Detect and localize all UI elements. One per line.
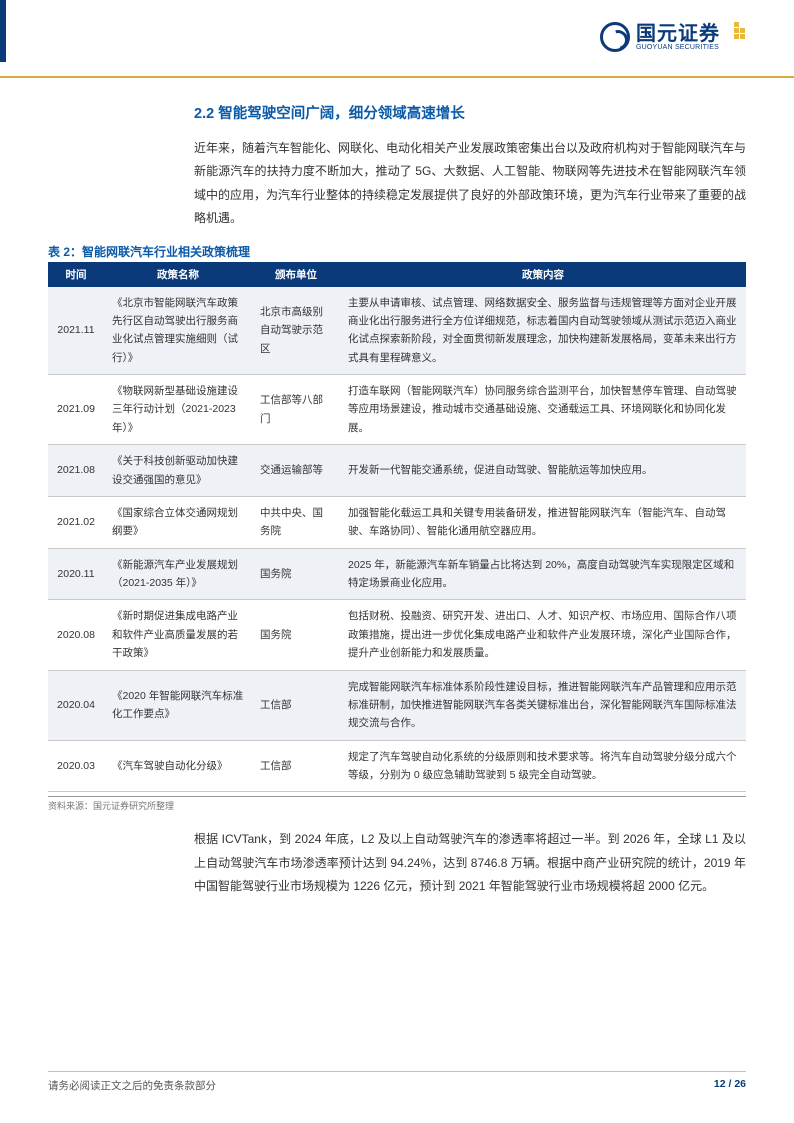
table-row: 2020.04《2020 年智能网联汽车标准化工作要点》工信部完成智能网联汽车标… <box>48 670 746 740</box>
cell-content: 主要从申请审核、试点管理、网络数据安全、服务监督与违规管理等方面对企业开展商业化… <box>340 287 746 375</box>
page-content: 2.2 智能驾驶空间广阔，细分领域高速增长 近年来，随着汽车智能化、网联化、电动… <box>0 78 794 899</box>
cell-time: 2021.09 <box>48 375 104 445</box>
cell-org: 工信部 <box>252 670 340 740</box>
page-footer: 请务必阅读正文之后的免责条款部分 12 / 26 <box>48 1071 746 1093</box>
cell-policy-name: 《国家综合立体交通网规划纲要》 <box>104 496 252 548</box>
brand-name-cn: 国元证券 <box>636 24 720 44</box>
body-paragraph-2: 根据 ICVTank，到 2024 年底，L2 及以上自动驾驶汽车的渗透率将超过… <box>194 828 746 898</box>
page-header: 国元证券 GUOYUAN SECURITIES <box>0 0 794 78</box>
cell-org: 交通运输部等 <box>252 445 340 497</box>
table-caption: 表 2：智能网联汽车行业相关政策梳理 <box>48 243 746 260</box>
intro-paragraph: 近年来，随着汽车智能化、网联化、电动化相关产业发展政策密集出台以及政府机构对于智… <box>194 137 746 231</box>
cell-time: 2021.02 <box>48 496 104 548</box>
th-content: 政策内容 <box>340 262 746 287</box>
cell-content: 打造车联网（智能网联汽车）协同服务综合监测平台，加快智慧停车管理、自动驾驶等应用… <box>340 375 746 445</box>
table-body: 2021.11《北京市智能网联汽车政策先行区自动驾驶出行服务商业化试点管理实施细… <box>48 287 746 792</box>
table-row: 2020.11《新能源汽车产业发展规划（2021-2035 年）》国务院2025… <box>48 548 746 600</box>
cell-policy-name: 《2020 年智能网联汽车标准化工作要点》 <box>104 670 252 740</box>
cell-content: 包括财税、投融资、研究开发、进出口、人才、知识产权、市场应用、国际合作八项政策措… <box>340 600 746 670</box>
cell-content: 2025 年，新能源汽车新车销量占比将达到 20%，高度自动驾驶汽车实现限定区域… <box>340 548 746 600</box>
cell-org: 中共中央、国务院 <box>252 496 340 548</box>
table-row: 2020.03《汽车驾驶自动化分级》工信部规定了汽车驾驶自动化系统的分级原则和技… <box>48 740 746 792</box>
section-heading: 2.2 智能驾驶空间广阔，细分领域高速增长 <box>194 102 746 123</box>
cell-org: 国务院 <box>252 600 340 670</box>
cell-content: 规定了汽车驾驶自动化系统的分级原则和技术要求等。将汽车自动驾驶分级分成六个等级，… <box>340 740 746 792</box>
cell-org: 北京市高级别自动驾驶示范区 <box>252 287 340 375</box>
cell-policy-name: 《新时期促进集成电路产业和软件产业高质量发展的若干政策》 <box>104 600 252 670</box>
footer-disclaimer: 请务必阅读正文之后的免责条款部分 <box>48 1078 216 1093</box>
table-row: 2021.02《国家综合立体交通网规划纲要》中共中央、国务院加强智能化载运工具和… <box>48 496 746 548</box>
table-row: 2020.08《新时期促进集成电路产业和软件产业高质量发展的若干政策》国务院包括… <box>48 600 746 670</box>
section-title-text: 智能驾驶空间广阔，细分领域高速增长 <box>218 106 465 122</box>
th-name: 政策名称 <box>104 262 252 287</box>
brand-logo-squares <box>728 22 746 39</box>
cell-policy-name: 《新能源汽车产业发展规划（2021-2035 年）》 <box>104 548 252 600</box>
cell-content: 完成智能网联汽车标准体系阶段性建设目标，推进智能网联汽车产品管理和应用示范标准研… <box>340 670 746 740</box>
th-time: 时间 <box>48 262 104 287</box>
table-row: 2021.08《关于科技创新驱动加快建设交通强国的意见》交通运输部等开发新一代智… <box>48 445 746 497</box>
table-row: 2021.11《北京市智能网联汽车政策先行区自动驾驶出行服务商业化试点管理实施细… <box>48 287 746 375</box>
section-number: 2.2 <box>194 106 214 122</box>
cell-policy-name: 《关于科技创新驱动加快建设交通强国的意见》 <box>104 445 252 497</box>
brand-logo-icon <box>600 22 630 52</box>
cell-time: 2020.04 <box>48 670 104 740</box>
cell-org: 工信部等八部门 <box>252 375 340 445</box>
table-row: 2021.09《物联网新型基础设施建设三年行动计划（2021-2023 年）》工… <box>48 375 746 445</box>
cell-org: 国务院 <box>252 548 340 600</box>
brand-name-en: GUOYUAN SECURITIES <box>636 44 720 51</box>
cell-policy-name: 《北京市智能网联汽车政策先行区自动驾驶出行服务商业化试点管理实施细则（试行）》 <box>104 287 252 375</box>
th-org: 颁布单位 <box>252 262 340 287</box>
cell-policy-name: 《物联网新型基础设施建设三年行动计划（2021-2023 年）》 <box>104 375 252 445</box>
header-accent-bar <box>0 0 6 62</box>
brand-logo: 国元证券 GUOYUAN SECURITIES <box>600 22 746 52</box>
cell-content: 加强智能化载运工具和关键专用装备研发，推进智能网联汽车（智能汽车、自动驾驶、车路… <box>340 496 746 548</box>
cell-time: 2021.11 <box>48 287 104 375</box>
cell-time: 2020.03 <box>48 740 104 792</box>
page-number: 12 / 26 <box>714 1078 746 1093</box>
cell-time: 2020.08 <box>48 600 104 670</box>
table-header: 时间 政策名称 颁布单位 政策内容 <box>48 262 746 287</box>
cell-time: 2020.11 <box>48 548 104 600</box>
cell-org: 工信部 <box>252 740 340 792</box>
cell-time: 2021.08 <box>48 445 104 497</box>
cell-policy-name: 《汽车驾驶自动化分级》 <box>104 740 252 792</box>
cell-content: 开发新一代智能交通系统，促进自动驾驶、智能航运等加快应用。 <box>340 445 746 497</box>
table-source: 资料来源：国元证券研究所整理 <box>48 796 746 812</box>
policy-table: 时间 政策名称 颁布单位 政策内容 2021.11《北京市智能网联汽车政策先行区… <box>48 262 746 793</box>
